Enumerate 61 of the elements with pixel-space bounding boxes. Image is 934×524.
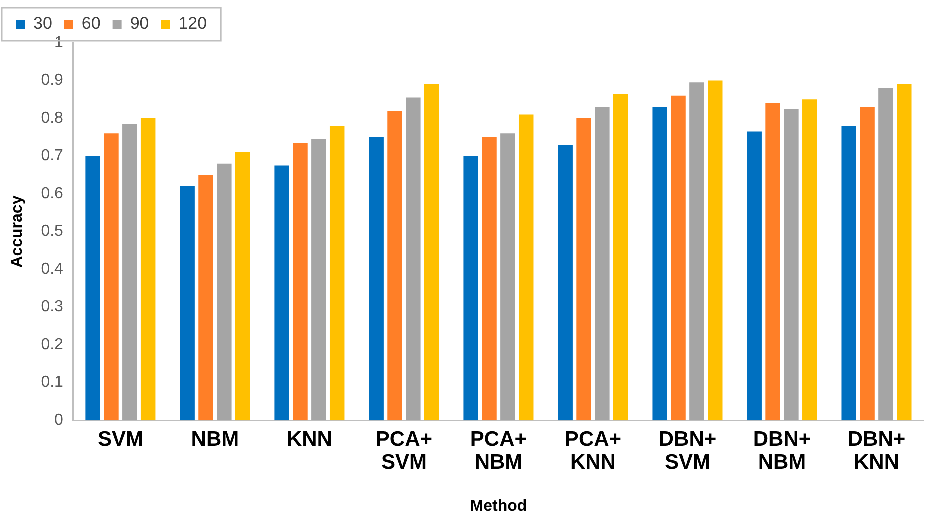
x-tick-label: DBN+ KNN bbox=[848, 428, 906, 474]
x-axis-title: Method bbox=[470, 498, 528, 515]
bar bbox=[235, 152, 250, 421]
x-tick-label: DBN+ NBM bbox=[753, 428, 812, 474]
x-tick-label: SVM bbox=[98, 428, 144, 451]
y-tick-label: 0.9 bbox=[41, 72, 64, 90]
bar bbox=[747, 132, 762, 421]
y-tick-label: 0.2 bbox=[41, 336, 64, 354]
bar bbox=[860, 107, 875, 421]
bar bbox=[104, 134, 119, 421]
bar bbox=[708, 80, 723, 421]
bar bbox=[369, 137, 384, 421]
x-tick-label: NBM bbox=[191, 428, 240, 451]
bar bbox=[140, 118, 156, 421]
bar bbox=[652, 107, 668, 421]
y-tick-label: 0.7 bbox=[41, 148, 64, 165]
bar bbox=[293, 143, 308, 421]
legend-label: 90 bbox=[130, 14, 150, 34]
legend-label: 60 bbox=[82, 14, 101, 34]
bar bbox=[784, 109, 799, 421]
bar bbox=[878, 88, 894, 421]
y-tick-label: 0.6 bbox=[41, 185, 64, 202]
y-tick-label: 0.3 bbox=[41, 298, 64, 316]
legend-label: 120 bbox=[178, 14, 208, 34]
y-tick-label: 0 bbox=[54, 412, 64, 430]
y-tick-label: 0.1 bbox=[41, 374, 64, 392]
x-tick-label: PCA+ KNN bbox=[564, 428, 622, 474]
bar bbox=[802, 100, 818, 421]
bar bbox=[614, 94, 628, 421]
bar bbox=[766, 103, 780, 421]
bar bbox=[388, 110, 402, 421]
y-tick-label: 0.8 bbox=[41, 110, 64, 127]
x-tick-label: KNN bbox=[286, 428, 332, 451]
bar bbox=[406, 98, 421, 421]
x-tick-label: PCA+ SVM bbox=[376, 428, 433, 474]
y-tick-label: 0.5 bbox=[41, 223, 64, 240]
x-tick-label: PCA+ NBM bbox=[470, 428, 528, 474]
bar bbox=[576, 118, 592, 421]
bar bbox=[558, 144, 573, 421]
bar bbox=[690, 82, 704, 421]
x-tick-label: DBN+ SVM bbox=[658, 428, 717, 474]
y-tick-label: 0.4 bbox=[41, 260, 64, 278]
bar bbox=[180, 186, 195, 421]
bar bbox=[330, 126, 345, 421]
bar bbox=[464, 156, 478, 421]
bar bbox=[217, 164, 232, 421]
bar bbox=[424, 84, 440, 421]
bar bbox=[86, 156, 100, 421]
bar bbox=[274, 166, 290, 421]
bar bbox=[198, 175, 214, 421]
bar bbox=[518, 114, 534, 421]
bar bbox=[671, 96, 686, 421]
bar bbox=[122, 124, 138, 421]
y-axis-title: Accuracy bbox=[9, 196, 26, 268]
bar bbox=[312, 139, 326, 421]
legend-label: 30 bbox=[34, 14, 52, 34]
bar bbox=[595, 107, 610, 421]
bar bbox=[500, 134, 516, 421]
bar bbox=[482, 137, 497, 421]
bar bbox=[897, 84, 912, 421]
bar bbox=[842, 126, 856, 421]
